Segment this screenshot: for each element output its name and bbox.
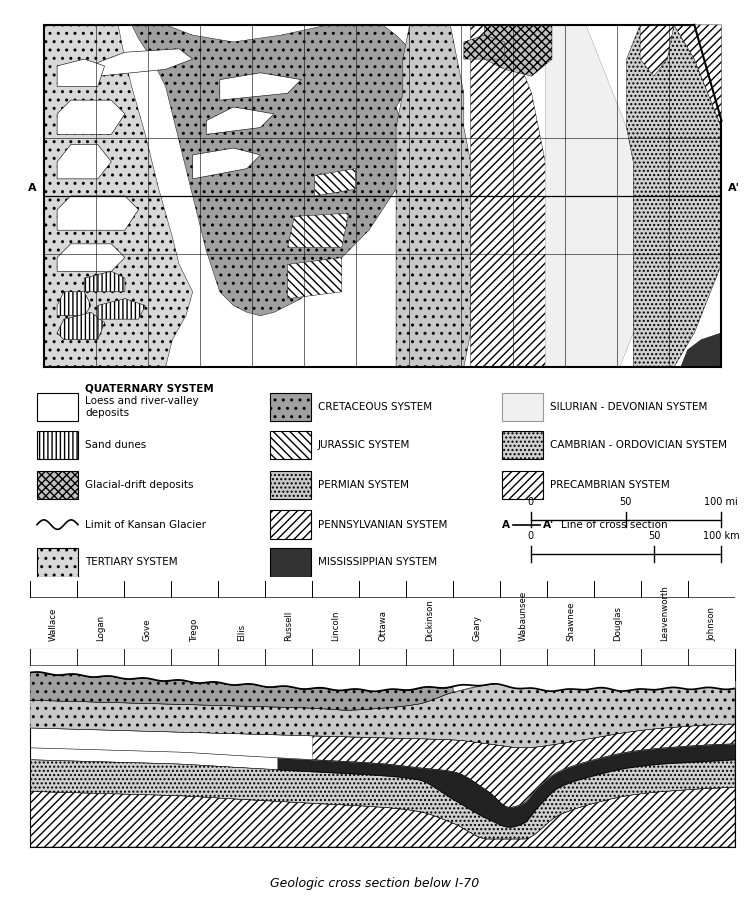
Text: Douglas: Douglas [613, 606, 622, 642]
Text: A': A' [728, 183, 740, 193]
Text: 0: 0 [527, 531, 533, 541]
Polygon shape [396, 25, 471, 367]
Text: Glacial-drift deposits: Glacial-drift deposits [85, 480, 194, 490]
Text: Ellis: Ellis [237, 623, 246, 642]
Text: PERMIAN SYSTEM: PERMIAN SYSTEM [318, 480, 409, 490]
Text: Line of cross section: Line of cross section [561, 520, 668, 530]
Polygon shape [484, 25, 552, 77]
Polygon shape [674, 25, 722, 128]
Text: Wallace: Wallace [49, 607, 58, 642]
Polygon shape [57, 196, 139, 230]
Text: Lincoln: Lincoln [331, 611, 340, 642]
Bar [270, 548, 310, 577]
Text: QUATERNARY SYSTEM: QUATERNARY SYSTEM [85, 383, 214, 393]
Polygon shape [545, 25, 633, 367]
Text: Dickinson: Dickinson [425, 599, 434, 642]
Text: Trego: Trego [190, 618, 199, 642]
Text: Logan: Logan [96, 615, 105, 642]
Polygon shape [84, 271, 125, 292]
Bar [37, 393, 78, 422]
Text: Gove: Gove [143, 619, 152, 642]
Bar [503, 470, 543, 499]
Polygon shape [57, 100, 125, 134]
Text: Geologic cross section below I-70: Geologic cross section below I-70 [270, 878, 480, 890]
Text: Ottawa: Ottawa [378, 610, 387, 642]
Text: Wabaunsee: Wabaunsee [519, 591, 528, 642]
Text: PENNSYLVANIAN SYSTEM: PENNSYLVANIAN SYSTEM [318, 520, 447, 530]
Text: Geary: Geary [472, 615, 481, 642]
Polygon shape [640, 25, 674, 77]
Polygon shape [193, 148, 260, 179]
Text: 50: 50 [648, 531, 660, 541]
Bar [503, 393, 543, 422]
Polygon shape [98, 49, 193, 77]
Polygon shape [206, 107, 274, 134]
Bar [503, 431, 543, 460]
Text: TERTIARY SYSTEM: TERTIARY SYSTEM [85, 558, 178, 568]
Polygon shape [57, 145, 111, 179]
Text: 100 km: 100 km [703, 531, 740, 541]
Polygon shape [98, 298, 146, 319]
Text: Leavenworth: Leavenworth [660, 585, 669, 642]
Text: 0: 0 [527, 496, 533, 506]
Polygon shape [44, 25, 721, 367]
Bar [270, 431, 310, 460]
Bar [37, 548, 78, 577]
Polygon shape [57, 244, 125, 271]
Polygon shape [315, 168, 356, 196]
Polygon shape [57, 313, 104, 340]
Polygon shape [287, 258, 342, 298]
Polygon shape [220, 73, 302, 100]
Text: Shawnee: Shawnee [566, 602, 575, 642]
Polygon shape [471, 25, 552, 367]
Text: Sand dunes: Sand dunes [85, 441, 146, 450]
Polygon shape [626, 25, 722, 367]
Text: SILURIAN - DEVONIAN SYSTEM: SILURIAN - DEVONIAN SYSTEM [550, 403, 708, 413]
Text: A': A' [543, 520, 554, 530]
Polygon shape [44, 25, 193, 367]
Bar [37, 431, 78, 460]
Text: 50: 50 [620, 496, 632, 506]
Polygon shape [132, 25, 416, 315]
Text: PRECAMBRIAN SYSTEM: PRECAMBRIAN SYSTEM [550, 480, 670, 490]
Bar [270, 470, 310, 499]
Bar [37, 470, 78, 499]
Text: Loess and river-valley
deposits: Loess and river-valley deposits [85, 396, 199, 418]
Polygon shape [464, 35, 505, 59]
Polygon shape [57, 59, 104, 86]
Text: Russell: Russell [284, 611, 293, 642]
Text: CAMBRIAN - ORDOVICIAN SYSTEM: CAMBRIAN - ORDOVICIAN SYSTEM [550, 441, 728, 450]
Text: Johnson: Johnson [707, 607, 716, 642]
Text: MISSISSIPPIAN SYSTEM: MISSISSIPPIAN SYSTEM [318, 558, 436, 568]
Bar [270, 510, 310, 539]
Text: 100 mi: 100 mi [704, 496, 738, 506]
Text: A: A [28, 183, 37, 193]
Text: JURASSIC SYSTEM: JURASSIC SYSTEM [318, 441, 410, 450]
Text: CRETACEOUS SYSTEM: CRETACEOUS SYSTEM [318, 403, 432, 413]
Polygon shape [57, 292, 91, 315]
Polygon shape [287, 213, 349, 247]
Bar [270, 393, 310, 422]
Text: A: A [503, 520, 510, 530]
Polygon shape [681, 332, 722, 367]
Text: Limit of Kansan Glacier: Limit of Kansan Glacier [85, 520, 206, 530]
